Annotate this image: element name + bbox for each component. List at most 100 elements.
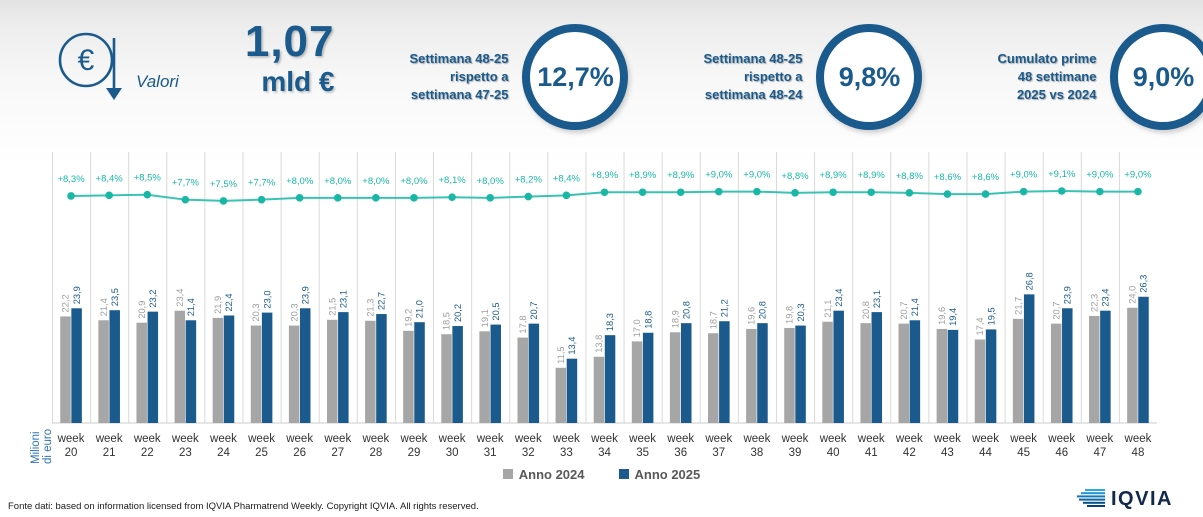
bar-value-anno2025-week32: 20,7 — [529, 302, 539, 320]
kpi-week-vs-prev-year: Settimana 48-25 rispetto a settimana 48-… — [670, 24, 923, 130]
growth-pct-label-week47: +9,0% — [1086, 170, 1114, 181]
legend-swatch-2025 — [618, 469, 629, 479]
x-tick-num-week33: 33 — [560, 447, 573, 459]
growth-pct-label-week29: +8,0% — [400, 176, 428, 187]
growth-marker-week21 — [105, 191, 113, 200]
x-tick-num-week46: 46 — [1055, 447, 1068, 459]
growth-marker-week46 — [1057, 187, 1066, 195]
x-tick-word-week43: week — [933, 433, 961, 445]
x-tick-num-week35: 35 — [636, 447, 649, 459]
bar-anno2024-week28 — [365, 320, 376, 423]
bar-value-anno2025-week44: 19,5 — [986, 307, 996, 325]
bar-anno2025-week26 — [299, 308, 311, 423]
weekly-bar-chart: 22,2 23,9+8,3%week2021,423,5+8,4%week2120… — [52, 152, 1157, 459]
x-tick-num-week47: 47 — [1093, 447, 1106, 459]
x-tick-word-week30: week — [438, 433, 466, 445]
growth-marker-week39 — [791, 189, 799, 197]
kpi-week-vs-prev-week: Settimana 48-25 rispetto a settimana 47-… — [376, 24, 629, 130]
x-tick-num-week20: 20 — [65, 447, 78, 459]
bar-anno2024-week26 — [288, 325, 300, 423]
x-tick-num-week42: 42 — [903, 447, 916, 459]
x-tick-word-week36: week — [666, 433, 694, 445]
kpi-label-line: rispetto a — [449, 69, 509, 84]
bar-anno2024-week23 — [174, 310, 186, 423]
bar-value-anno2024-week45: 21,7 — [1013, 297, 1023, 315]
legend-item-anno-2024: Anno 2024 — [502, 466, 585, 482]
header: € Valori 1,07 mld € Settimana 48-25 risp… — [0, 0, 1203, 130]
euro-symbol: € — [78, 44, 95, 77]
bar-anno2024-week44 — [974, 339, 986, 423]
growth-pct-label-week38: +9,0% — [743, 170, 771, 181]
growth-pct-label-week41: +8,9% — [858, 170, 886, 181]
bar-anno2024-week40 — [822, 321, 833, 423]
x-tick-word-week27: week — [323, 433, 351, 445]
bar-anno2025-week37 — [719, 321, 730, 423]
bar-value-anno2025-week28: 22,7 — [377, 292, 387, 310]
bar-anno2024-week25 — [250, 325, 262, 423]
bar-value-anno2025-week47: 23,4 — [1101, 289, 1111, 307]
bar-anno2025-week45 — [1023, 294, 1035, 423]
x-tick-word-week28: week — [361, 433, 389, 445]
x-tick-num-week31: 31 — [484, 447, 497, 459]
x-tick-num-week37: 37 — [712, 447, 725, 459]
kpi-circle-value: 12,7% — [522, 24, 629, 130]
legend-label: Anno 2024 — [518, 466, 585, 482]
bar-value-anno2025-week45: 26,8 — [1024, 272, 1034, 290]
x-tick-num-week27: 27 — [331, 447, 344, 459]
bar-anno2024-week24 — [212, 317, 224, 423]
bar-value-anno2025-week23: 21,4 — [186, 298, 196, 316]
growth-pct-label-week21: +8,4% — [96, 173, 124, 184]
x-tick-word-week44: week — [971, 433, 999, 445]
x-tick-num-week30: 30 — [446, 447, 459, 459]
bar-value-anno2025-week39: 20,3 — [796, 303, 806, 321]
x-tick-num-week22: 22 — [141, 447, 154, 459]
bar-anno2025-week43 — [947, 329, 959, 423]
bar-anno2024-week32 — [517, 337, 528, 423]
bar-value-anno2025-week48: 26,3 — [1139, 275, 1149, 293]
bar-value-anno2025-week36: 20,8 — [681, 301, 691, 319]
x-tick-num-week28: 28 — [369, 447, 382, 459]
bar-value-anno2024-week26: 20,3 — [289, 303, 299, 321]
kpi-label-line: Settimana 48-25 — [703, 51, 803, 66]
bar-anno2024-week27 — [326, 319, 338, 423]
bar-anno2025-week40 — [833, 310, 844, 423]
bar-value-anno2025-week31: 20,5 — [491, 302, 501, 320]
bar-value-anno2024-week47: 22,3 — [1089, 294, 1099, 312]
growth-pct-label-week42: +8,8% — [896, 171, 924, 182]
bar-value-anno2024-week43: 19,6 — [937, 307, 947, 325]
growth-marker-week23 — [181, 195, 190, 204]
bar-anno2025-week36 — [681, 323, 692, 423]
bar-anno2025-week48 — [1138, 296, 1149, 423]
growth-marker-week28 — [372, 194, 380, 202]
bar-value-anno2024-week32: 17,8 — [518, 315, 528, 333]
bar-anno2025-week28 — [376, 314, 387, 423]
x-tick-word-week23: week — [171, 433, 199, 445]
x-tick-num-week39: 39 — [789, 447, 802, 459]
bar-value-anno2024-week25: 20,3 — [251, 303, 261, 321]
bar-anno2025-week33 — [566, 358, 578, 423]
bar-value-anno2025-week43: 19,4 — [948, 308, 958, 326]
bar-value-anno2025-week21: 23,5 — [110, 288, 120, 306]
iqvia-logo-text: IQVIA — [1111, 488, 1173, 510]
bar-anno2024-week39 — [784, 327, 795, 423]
x-tick-num-week48: 48 — [1132, 447, 1145, 459]
bar-value-anno2024-week44: 17,4 — [975, 317, 985, 335]
growth-marker-week34 — [600, 188, 609, 197]
bar-anno2024-week47 — [1089, 315, 1100, 423]
growth-pct-label-week28: +8,0% — [362, 176, 390, 187]
bar-value-anno2024-week28: 21,3 — [366, 299, 376, 317]
valori-label: Valori — [136, 72, 179, 91]
bar-anno2025-week20 — [71, 308, 82, 423]
x-tick-num-week43: 43 — [941, 447, 954, 459]
legend: Anno 2024 Anno 2025 — [0, 466, 1203, 482]
growth-marker-week26 — [295, 194, 304, 202]
x-tick-num-week25: 25 — [255, 447, 268, 459]
kpi-circle-value: 9,8% — [816, 24, 923, 130]
growth-marker-week41 — [867, 188, 876, 197]
total-value-unit: mld € — [261, 66, 335, 97]
legend-swatch-2024 — [502, 469, 513, 479]
x-tick-word-week37: week — [704, 433, 732, 445]
growth-marker-week29 — [410, 194, 418, 202]
bar-value-anno2025-week29: 21,0 — [415, 300, 425, 318]
growth-pct-label-week26: +8,0% — [286, 176, 314, 187]
